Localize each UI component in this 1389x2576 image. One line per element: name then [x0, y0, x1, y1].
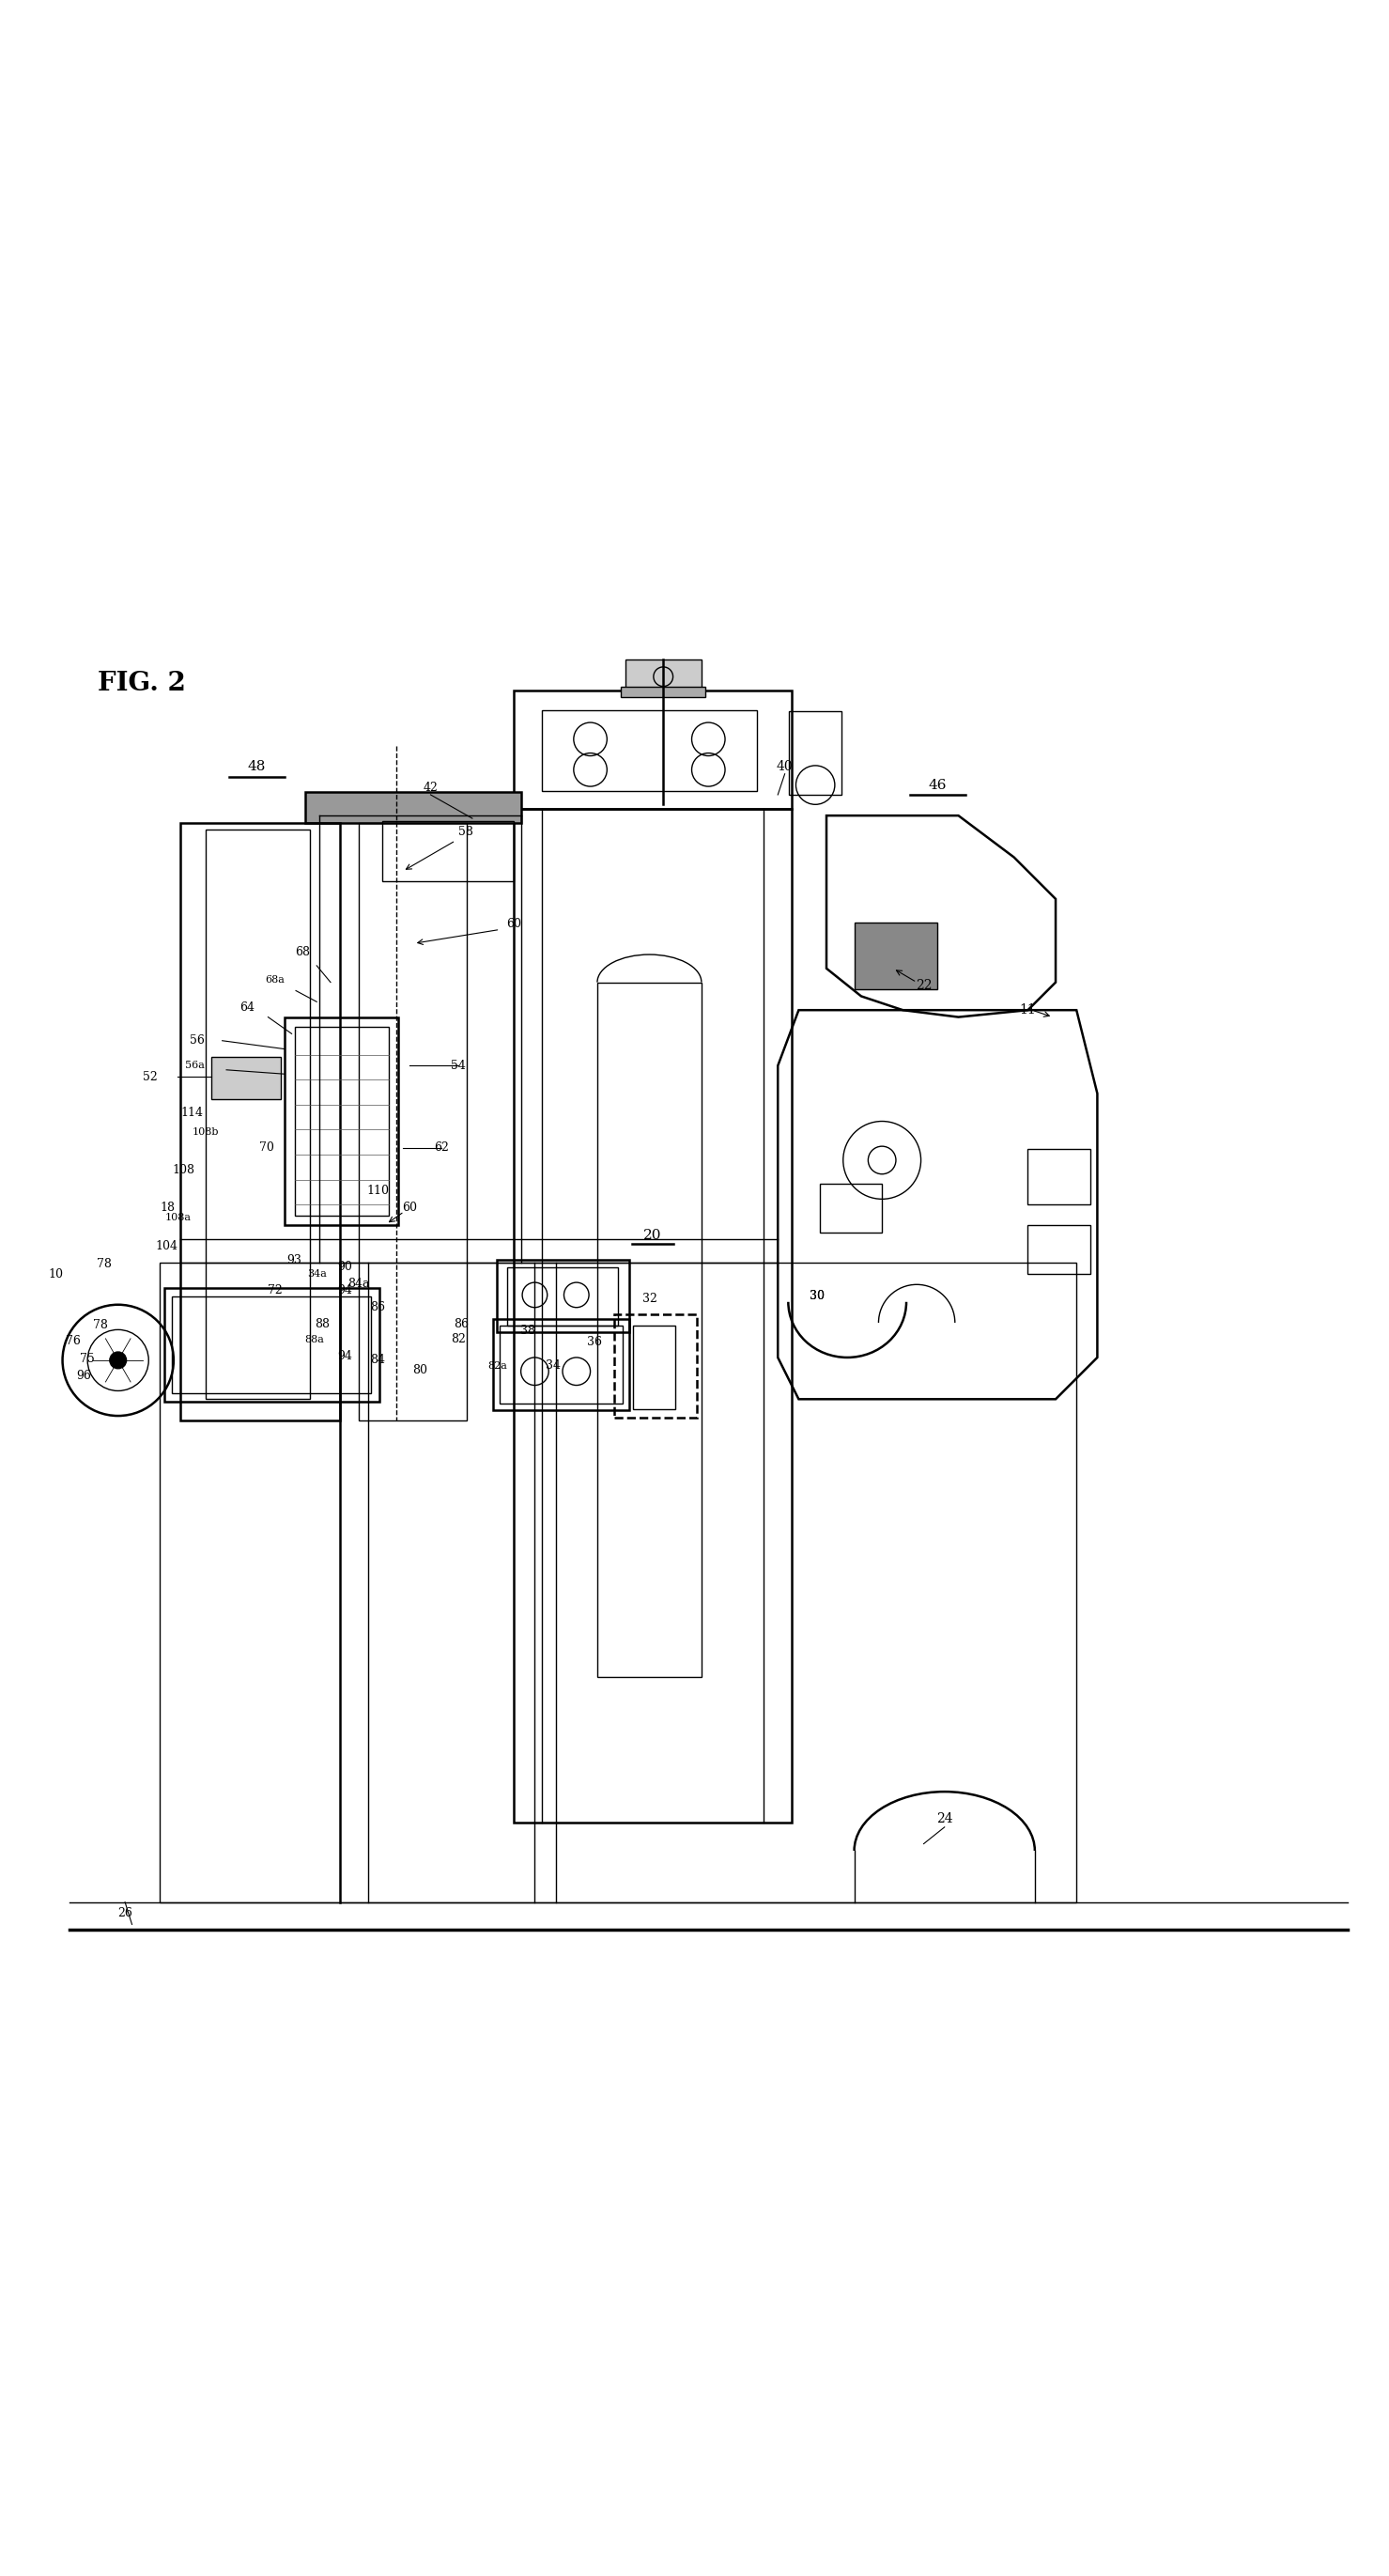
- Bar: [358, 822, 467, 1419]
- Text: 58: 58: [458, 827, 472, 837]
- Text: 34: 34: [546, 1360, 560, 1373]
- Text: 68a: 68a: [265, 974, 285, 984]
- Bar: [206, 829, 310, 1399]
- Bar: [493, 1319, 629, 1409]
- Text: 86: 86: [371, 1301, 385, 1314]
- Bar: [211, 1056, 281, 1100]
- Bar: [820, 1185, 882, 1231]
- Text: 70: 70: [260, 1141, 274, 1154]
- Bar: [285, 1018, 399, 1226]
- Bar: [789, 711, 842, 796]
- Bar: [1028, 1149, 1090, 1206]
- Text: 84: 84: [371, 1355, 385, 1365]
- Text: 76: 76: [67, 1334, 81, 1347]
- Text: 48: 48: [247, 760, 267, 773]
- Text: 88a: 88a: [304, 1334, 324, 1345]
- Bar: [614, 1314, 697, 1417]
- Bar: [172, 1296, 371, 1394]
- Text: 82a: 82a: [488, 1360, 507, 1370]
- Text: 94: 94: [338, 1350, 351, 1363]
- Text: 60: 60: [403, 1200, 417, 1213]
- Bar: [1028, 1226, 1090, 1275]
- Text: 78: 78: [93, 1319, 107, 1332]
- Bar: [621, 685, 706, 698]
- Text: 11: 11: [1020, 1005, 1036, 1018]
- Bar: [306, 791, 521, 822]
- Text: 72: 72: [268, 1285, 282, 1296]
- Bar: [382, 822, 514, 881]
- Text: 24: 24: [936, 1811, 953, 1826]
- Text: 108a: 108a: [165, 1213, 190, 1221]
- Text: 30: 30: [810, 1291, 824, 1303]
- Bar: [160, 1262, 1076, 1901]
- Text: 62: 62: [435, 1141, 449, 1154]
- Circle shape: [110, 1352, 126, 1368]
- Bar: [294, 1028, 389, 1216]
- Text: 40: 40: [776, 760, 793, 773]
- Text: 114: 114: [181, 1108, 203, 1118]
- Text: 52: 52: [143, 1072, 157, 1082]
- Text: 42: 42: [424, 781, 438, 793]
- Bar: [181, 822, 340, 1419]
- Text: 32: 32: [643, 1293, 657, 1306]
- Bar: [514, 690, 792, 809]
- Text: 22: 22: [915, 979, 932, 992]
- Text: 30: 30: [810, 1291, 824, 1303]
- Text: 108: 108: [172, 1164, 194, 1177]
- Text: 93: 93: [288, 1255, 301, 1267]
- Bar: [164, 1288, 379, 1401]
- Text: 75: 75: [81, 1352, 94, 1365]
- Text: 38: 38: [521, 1324, 535, 1337]
- Text: 78: 78: [97, 1257, 111, 1270]
- Text: 18: 18: [160, 1200, 175, 1213]
- Bar: [633, 1327, 675, 1409]
- Text: 26: 26: [118, 1906, 132, 1919]
- Text: 60: 60: [507, 917, 521, 930]
- Text: 96: 96: [76, 1370, 90, 1381]
- Text: 94: 94: [338, 1285, 351, 1296]
- Text: 56: 56: [190, 1036, 204, 1046]
- Bar: [500, 1327, 622, 1404]
- Text: 84a: 84a: [347, 1278, 369, 1291]
- Text: 90: 90: [338, 1262, 351, 1273]
- Text: 86: 86: [454, 1319, 468, 1329]
- Text: 56a: 56a: [185, 1061, 204, 1072]
- Bar: [497, 1260, 629, 1332]
- Bar: [597, 981, 701, 1677]
- Text: FIG. 2: FIG. 2: [97, 670, 185, 696]
- Text: 68: 68: [296, 945, 310, 958]
- Text: 64: 64: [240, 1002, 254, 1012]
- Text: 10: 10: [49, 1267, 63, 1280]
- Text: 20: 20: [643, 1229, 663, 1242]
- Text: 108b: 108b: [192, 1128, 219, 1136]
- Bar: [542, 711, 757, 791]
- Text: 104: 104: [156, 1239, 178, 1252]
- Text: 46: 46: [928, 778, 947, 791]
- Bar: [507, 1267, 618, 1327]
- Text: 82: 82: [451, 1334, 465, 1345]
- Bar: [625, 659, 701, 690]
- Text: 36: 36: [588, 1337, 601, 1347]
- Text: 54: 54: [451, 1059, 465, 1072]
- Bar: [514, 809, 792, 1824]
- Bar: [854, 922, 938, 989]
- Text: 110: 110: [367, 1185, 389, 1198]
- Text: 88: 88: [315, 1319, 329, 1329]
- Text: 34a: 34a: [307, 1270, 326, 1278]
- Text: 80: 80: [413, 1363, 426, 1376]
